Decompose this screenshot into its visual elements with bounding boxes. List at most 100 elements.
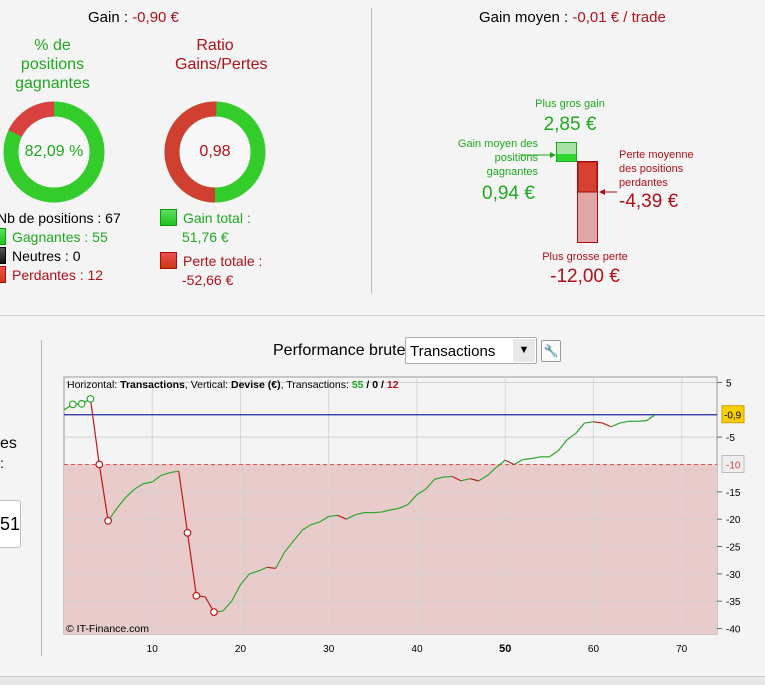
wrench-settings-button[interactable]: 🔧 [541,340,561,362]
trade-marker [210,608,218,617]
plus-grosse-perte-label: Plus grosse perte [542,251,628,263]
equity-segment [575,422,586,434]
gain-label: Gain : [88,9,133,26]
gain-loss-bars [520,142,617,243]
y-tick-label: -35 [726,597,741,608]
equity-segment [319,515,330,523]
gain-total-label: Gain total : [183,210,251,226]
equity-segment [249,570,259,575]
equity-segment [557,439,568,452]
performance-chart: 10 20 30 40 50 60 70 5 -5 -15 -20 -25 -30 -35 -40 -0,9 -… [63,376,745,655]
left-partial-text: es [0,435,17,452]
equity-segment [337,514,347,520]
equity-segment [89,398,100,465]
equity-segment [240,573,250,586]
red-square-icon [160,252,177,269]
perf-label: Performance brute [273,342,406,359]
equity-segment [531,456,541,460]
equity-segment [434,476,444,480]
equity-segment [593,421,603,424]
equity-segment [469,478,479,482]
x-tick-label: 40 [411,644,423,655]
equity-segment [610,422,621,428]
y-tick-label: -25 [726,543,741,554]
equity-segment [443,475,453,478]
gain-moyen-pos-label: Gain moyen des positions gagnantes [457,138,538,178]
positions-total: Nb de positions : 67 [0,210,121,226]
gain-value: -0,90 € [132,9,179,26]
trade-marker [77,399,86,408]
green-square-icon [160,209,177,226]
gain-avg-bar [557,154,576,161]
equity-segment [602,422,612,428]
perte-moyenne-label: Perte moyenne des positions perdantes [619,149,694,189]
perf-select-value: Transactions [410,343,496,360]
equity-segment [416,488,427,496]
win-pct-value: 82,09 % [24,143,84,160]
current-value-badge [721,405,745,424]
x-tick-label: 60 [588,644,600,655]
x-tick-label: 20 [235,644,247,655]
equity-segment [566,432,577,441]
left-partial-colon: : [0,455,4,471]
y-tick-label: -40 [726,625,741,636]
equity-segment [390,507,400,511]
equity-segment [151,474,162,483]
positions-perdantes: Perdantes : 12 [0,266,121,285]
equity-segment [637,420,647,422]
chevron-down-icon: ▼ [513,339,535,362]
perte-totale-label: Perte totale : [183,253,263,269]
equity-segment [266,566,276,569]
equity-segment [407,494,418,505]
black-square-icon [0,247,6,264]
equity-segment [355,512,365,516]
equity-segment [399,503,409,509]
equity-segment [522,457,532,461]
current-value-label: -0,9 [724,411,742,422]
equity-segment [160,472,171,476]
perf-select[interactable]: Transactions ▼ [405,337,537,364]
trade-marker [192,591,201,600]
plus-grosse-perte-value: -12,00 € [550,266,620,287]
left-partial-box[interactable]: 51 [0,500,21,548]
y-tick-label: -20 [726,515,741,526]
equity-segment [487,466,497,476]
trade-marker [104,516,113,525]
ratio-donut [164,101,266,203]
plus-gros-gain-label: Plus gros gain [535,98,605,110]
x-tick-label: 70 [676,644,688,655]
x-tick-label: 50 [499,643,511,655]
divider-vertical-top [371,8,372,294]
win-pct-donut [3,101,105,203]
equity-segment [584,421,594,424]
gain-total-value: 51,76 € [182,229,229,245]
equity-segment [310,521,321,526]
green-square-icon [0,228,6,245]
totals-legend: Gain total : 51,76 € Perte totale : -52,… [160,209,262,290]
equity-segment [125,488,136,498]
wrench-icon: 🔧 [543,344,559,358]
trade-marker [95,460,104,469]
divider-vertical-bottom [41,340,42,656]
perte-moyenne-value: -4,39 € [619,191,679,212]
gain-moyen-summary: Gain moyen : -0,01 € / trade [479,9,666,26]
equity-segment [452,475,462,482]
chart-copyright: © IT-Finance.com [66,623,150,635]
equity-segment [504,459,515,466]
equity-segment [646,414,656,422]
trade-marker [68,400,77,409]
equity-segment [98,464,109,521]
equity-segment [478,474,488,482]
equity-segment [222,600,233,612]
threshold-badge [721,454,745,473]
gain-summary: Gain : -0,90 € [88,9,179,26]
equity-segment [301,524,312,531]
equity-segment [275,551,286,569]
chart-header: Horizontal: Transactions, Vertical: Devi… [67,379,399,391]
equity-segment [328,514,338,518]
loss-avg-bar [577,161,598,193]
win-pct-title: % de positions gagnantes [15,37,90,92]
equity-segment [116,496,127,509]
equity-segment [496,459,506,468]
equity-segment [460,478,471,482]
